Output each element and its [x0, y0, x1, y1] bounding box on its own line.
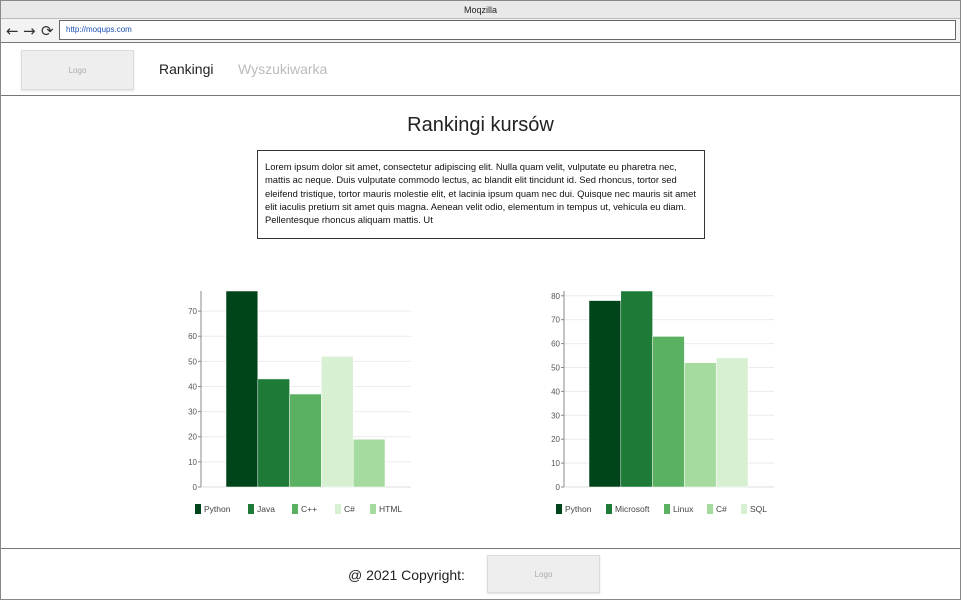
chart-ranking-languages: 0 10 20 30 40 50 60 70 Python Java C++ C# HTML [161, 271, 461, 531]
y-tick-label: 40 [551, 387, 560, 396]
footer-logo[interactable]: Logo [487, 555, 600, 593]
url-field[interactable]: http://moqups.com [59, 20, 956, 40]
legend-label[interactable]: Linux [673, 504, 694, 514]
y-tick-label: 50 [551, 363, 560, 372]
y-tick-label: 10 [188, 458, 197, 467]
legend-label[interactable]: C++ [301, 504, 317, 514]
copyright-text: @ 2021 Copyright: [348, 567, 465, 583]
y-tick-label: 70 [188, 307, 197, 316]
window-title: Moqzilla [1, 1, 960, 19]
bar-python[interactable] [588, 300, 622, 488]
y-tick-label: 60 [551, 340, 560, 349]
y-tick-label: 50 [188, 357, 197, 366]
bar-chart-svg: 0 10 20 30 40 50 60 70 80 Python Microsoft Linux C# S… [551, 290, 774, 514]
chart-ranking-technologies: 0 10 20 30 40 50 60 70 80 Python Microsoft Linux C# S… [524, 271, 824, 531]
bar-chart-svg: 0 10 20 30 40 50 60 70 Python Java C++ C# HTML [188, 290, 411, 514]
legend-label[interactable]: Microsoft [615, 504, 650, 514]
bar-python[interactable] [225, 290, 259, 488]
bar-linux[interactable] [652, 336, 685, 488]
forward-arrow-icon[interactable]: → [23, 22, 36, 40]
legend-label[interactable]: Python [565, 504, 592, 514]
legend-swatch [370, 504, 376, 514]
legend-swatch [292, 504, 298, 514]
y-tick-label: 0 [556, 483, 561, 492]
legend-label[interactable]: SQL [750, 504, 767, 514]
page-title: Rankingi kursów [407, 114, 554, 136]
y-tick-label: 30 [188, 408, 197, 417]
y-tick-label: 70 [551, 316, 560, 325]
legend-swatch [606, 504, 612, 514]
legend-swatch [335, 504, 341, 514]
y-tick-label: 30 [551, 411, 560, 420]
legend-swatch [741, 504, 747, 514]
site-footer: @ 2021 Copyright: Logo [1, 548, 960, 599]
legend-swatch [248, 504, 254, 514]
bar-microsoft[interactable] [620, 290, 653, 488]
legend-label[interactable]: Java [257, 504, 275, 514]
y-tick-label: 0 [193, 483, 198, 492]
bar-cplus[interactable] [684, 362, 717, 488]
reload-icon[interactable]: ⟳ [41, 22, 54, 40]
y-tick-label: 20 [551, 435, 560, 444]
bar-cplus[interactable] [321, 356, 354, 488]
legend-label[interactable]: Python [204, 504, 231, 514]
back-arrow-icon[interactable]: ← [6, 22, 19, 40]
bar-cplus[interactable] [289, 393, 322, 488]
description-box: Lorem ipsum dolor sit amet, consectetur … [257, 150, 705, 239]
legend-label[interactable]: C# [716, 504, 727, 514]
y-tick-label: 20 [188, 433, 197, 442]
y-tick-label: 40 [188, 382, 197, 391]
y-tick-label: 10 [551, 459, 560, 468]
bar-sql[interactable] [715, 357, 749, 488]
address-bar: ← → ⟳ http://moqups.com [1, 19, 960, 43]
y-tick-label: 80 [551, 292, 560, 301]
header-logo[interactable]: Logo [21, 50, 134, 90]
nav-link-rankingi[interactable]: Rankingi [159, 61, 214, 77]
nav-link-wyszukiwarka[interactable]: Wyszukiwarka [238, 61, 328, 77]
bar-java[interactable] [257, 378, 290, 488]
y-tick-label: 60 [188, 332, 197, 341]
legend-swatch [664, 504, 670, 514]
legend-label[interactable]: C# [344, 504, 355, 514]
bar-html[interactable] [352, 439, 386, 488]
site-header: Logo Rankingi Wyszukiwarka [1, 44, 960, 96]
legend-label[interactable]: HTML [379, 504, 402, 514]
legend-swatch [195, 504, 201, 514]
legend-swatch [707, 504, 713, 514]
legend-swatch [556, 504, 562, 514]
